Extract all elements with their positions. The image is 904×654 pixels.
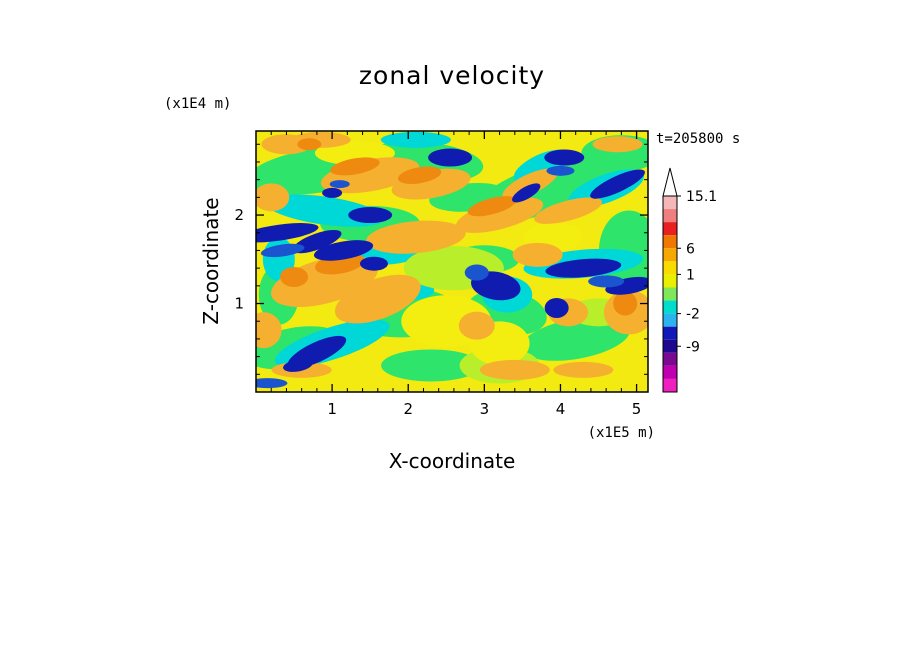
chart-title: zonal velocity bbox=[359, 61, 545, 90]
colorbar-label: 1 bbox=[686, 267, 695, 283]
heatmap-region-orange bbox=[256, 312, 282, 349]
colorbar-swatch bbox=[663, 209, 677, 223]
colorbar-swatch bbox=[663, 300, 677, 314]
heatmap-region-orange bbox=[502, 168, 558, 200]
heatmap-region-green bbox=[381, 349, 482, 382]
heatmap-field bbox=[256, 131, 648, 392]
colorbar-swatch bbox=[663, 274, 677, 288]
heatmap-region-dark-orange bbox=[613, 291, 638, 316]
colorbar-top-arrow bbox=[662, 167, 678, 197]
heatmap-region-green bbox=[521, 317, 630, 361]
heatmap-region-orange bbox=[479, 359, 550, 380]
heatmap-region-deep-blue bbox=[292, 229, 342, 254]
colorbar-swatch bbox=[663, 196, 677, 210]
heatmap-region-dark-blue bbox=[464, 264, 489, 281]
heatmap-region-orange bbox=[512, 242, 563, 267]
x-tick-label: 2 bbox=[403, 400, 413, 418]
colorbar-swatch bbox=[663, 261, 677, 275]
heatmap-region-orange bbox=[334, 274, 421, 324]
x-unit-label: (x1E5 m) bbox=[588, 425, 655, 441]
colorbar-swatch bbox=[663, 222, 677, 236]
heatmap-region-deep-blue bbox=[348, 207, 393, 224]
x-tick-label: 4 bbox=[556, 400, 566, 418]
heatmap-region-deep-blue bbox=[283, 359, 313, 372]
heatmap-region-deep-blue bbox=[512, 183, 541, 203]
x-tick-label: 3 bbox=[480, 400, 490, 418]
heatmap-region-deep-blue bbox=[545, 258, 622, 278]
colorbar-swatch bbox=[663, 378, 677, 392]
x-axis-title: X-coordinate bbox=[389, 449, 516, 473]
heatmap-region-orange bbox=[366, 220, 466, 254]
heatmap-region-deep-blue bbox=[313, 240, 374, 261]
heatmap-region-deep-blue bbox=[544, 297, 569, 318]
heatmap-region-deep-blue bbox=[544, 149, 585, 166]
y-axis-title: Z-coordinate bbox=[199, 197, 223, 324]
heatmap-region-deep-blue bbox=[256, 223, 319, 243]
heatmap-blobs bbox=[256, 131, 648, 389]
heatmap-region-dark-blue bbox=[588, 275, 625, 288]
heatmap-region-dark-orange bbox=[397, 166, 442, 184]
colorbar-label: -2 bbox=[686, 307, 700, 323]
y-tick-label: 1 bbox=[234, 295, 244, 313]
colorbar-swatch bbox=[663, 235, 677, 249]
heatmap-region-deep-blue bbox=[359, 256, 388, 271]
colorbar-label: -9 bbox=[686, 339, 700, 355]
heatmap-region-orange bbox=[553, 361, 614, 378]
heatmap-region-dark-orange bbox=[280, 266, 309, 287]
heatmap-region-deep-blue bbox=[428, 148, 473, 167]
heatmap-region-dark-blue bbox=[260, 243, 305, 258]
colorbar-swatch bbox=[663, 287, 677, 301]
heatmap-region-cyan bbox=[380, 131, 451, 148]
colorbar-swatch bbox=[663, 313, 677, 327]
colorbar-swatch bbox=[663, 352, 677, 366]
heatmap-region-dark-blue bbox=[329, 180, 350, 189]
y-tick-label: 2 bbox=[234, 206, 244, 224]
heatmap-region-orange bbox=[458, 311, 495, 340]
colorbar-label: 15.1 bbox=[686, 189, 717, 205]
heatmap-region-dark-orange bbox=[467, 196, 517, 217]
heatmap-region-orange bbox=[455, 197, 544, 233]
colorbar-swatch bbox=[663, 326, 677, 340]
heatmap-region-deep-blue bbox=[590, 169, 645, 199]
heatmap-region-dark-orange bbox=[297, 138, 322, 151]
y-unit-label: (x1E4 m) bbox=[164, 96, 231, 112]
colorbar-swatch bbox=[663, 365, 677, 379]
time-label: t=205800 s bbox=[656, 131, 740, 147]
heatmap-region-orange bbox=[592, 136, 643, 153]
colorbar-frame bbox=[662, 195, 678, 393]
colorbar-label: 6 bbox=[686, 241, 695, 257]
heatmap-region-dark-blue bbox=[256, 378, 288, 389]
heatmap-region-orange bbox=[534, 197, 602, 224]
x-tick-label: 5 bbox=[632, 400, 642, 418]
y-axis-ticks: 12 bbox=[234, 143, 648, 375]
colorbar-swatch bbox=[663, 248, 677, 262]
x-tick-label: 1 bbox=[327, 400, 337, 418]
colorbar-swatch bbox=[663, 339, 677, 353]
colorbar: 15.1 6 1 -2 -9 bbox=[662, 167, 717, 393]
heatmap-region-dark-orange bbox=[330, 157, 380, 176]
plot-frame bbox=[255, 130, 649, 393]
x-axis-ticks: 1 2 3 4 5 bbox=[270, 131, 642, 418]
heatmap-region-dark-blue bbox=[546, 165, 575, 176]
heatmap-region-orange bbox=[256, 183, 290, 212]
heatmap-region-deep-blue bbox=[322, 187, 343, 198]
